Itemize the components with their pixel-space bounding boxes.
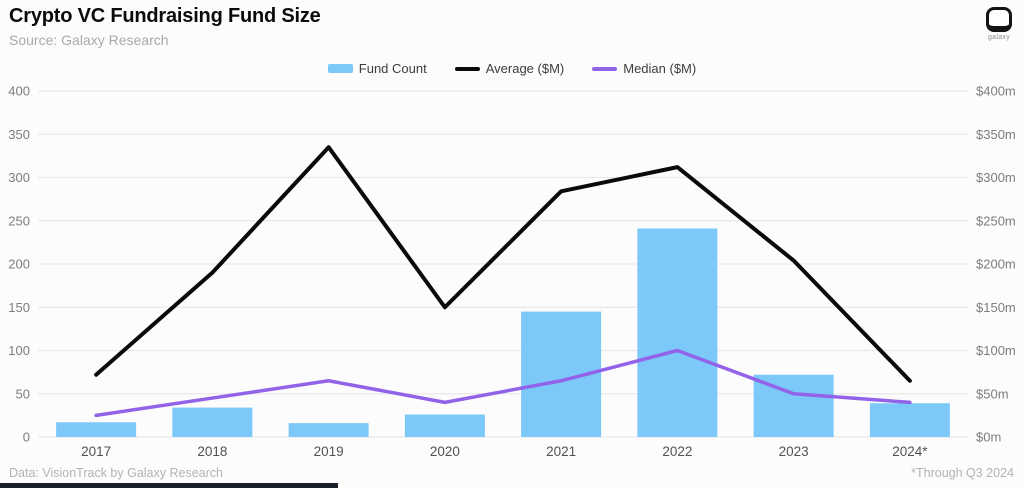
chart-legend: Fund Count Average ($M) Median ($M) — [0, 61, 1024, 76]
left-axis-tick-label: 0 — [23, 430, 30, 445]
right-axis-tick-label: $50m — [976, 386, 1009, 401]
legend-item-fund-count: Fund Count — [327, 61, 427, 76]
left-axis-tick-label: 100 — [8, 343, 30, 358]
right-axis-tick-label: $100m — [976, 343, 1016, 358]
left-axis-tick-label: 400 — [8, 84, 30, 99]
legend-item-average: Average ($M) — [454, 61, 565, 76]
x-axis-label: 2019 — [314, 444, 344, 459]
bar-2020 — [404, 414, 485, 437]
right-axis-tick-label: $0m — [976, 430, 1001, 445]
x-axis-label: 2020 — [430, 444, 460, 459]
galaxy-logo-text: galaxy — [987, 34, 1011, 41]
average-line — [94, 145, 912, 383]
x-axis-label: 2022 — [662, 444, 692, 459]
legend-label: Median ($M) — [623, 61, 697, 76]
x-axis-label: 2018 — [197, 444, 227, 459]
left-axis-tick-label: 150 — [8, 300, 30, 315]
right-axis-tick-label: $250m — [976, 213, 1016, 228]
left-axis-tick-label: 200 — [8, 257, 30, 272]
bar-2024* — [869, 403, 950, 437]
galaxy-logo-icon — [986, 7, 1012, 32]
fund-count-swatch-icon — [327, 64, 353, 73]
page-subtitle: Source: Galaxy Research — [9, 32, 169, 48]
galaxy-logo: galaxy — [986, 7, 1012, 41]
right-axis-tick-label: $200m — [976, 257, 1016, 272]
x-axis-label: 2021 — [546, 444, 576, 459]
x-axis-label: 2024* — [892, 444, 928, 459]
left-axis-tick-label: 250 — [8, 213, 30, 228]
bar-2022 — [637, 228, 718, 437]
median-line — [94, 348, 912, 418]
right-axis-tick-label: $350m — [976, 127, 1016, 142]
page-title: Crypto VC Fundraising Fund Size — [9, 5, 321, 27]
legend-label: Fund Count — [358, 61, 427, 76]
bar-2019 — [288, 423, 369, 437]
legend-label: Average ($M) — [485, 61, 565, 76]
right-axis-tick-label: $400m — [976, 84, 1016, 99]
left-axis-tick-label: 350 — [8, 127, 30, 142]
x-axis-label: 2023 — [779, 444, 809, 459]
chart-header: Crypto VC Fundraising Fund Size Source: … — [9, 5, 321, 48]
video-progress-bar[interactable] — [0, 483, 338, 488]
median-line-swatch-icon — [592, 66, 618, 71]
legend-item-median: Median ($M) — [592, 61, 696, 76]
average-line-swatch-icon — [454, 66, 480, 71]
data-source-note: Data: VisionTrack by Galaxy Research — [9, 466, 223, 480]
bar-2017 — [56, 422, 137, 437]
x-axis-label: 2017 — [81, 444, 111, 459]
footnote: *Through Q3 2024 — [911, 466, 1014, 480]
left-axis-tick-label: 300 — [8, 170, 30, 185]
left-axis-tick-label: 50 — [16, 386, 30, 401]
right-axis-tick-label: $150m — [976, 300, 1016, 315]
bar-2018 — [172, 407, 253, 437]
right-axis-tick-label: $300m — [976, 170, 1016, 185]
